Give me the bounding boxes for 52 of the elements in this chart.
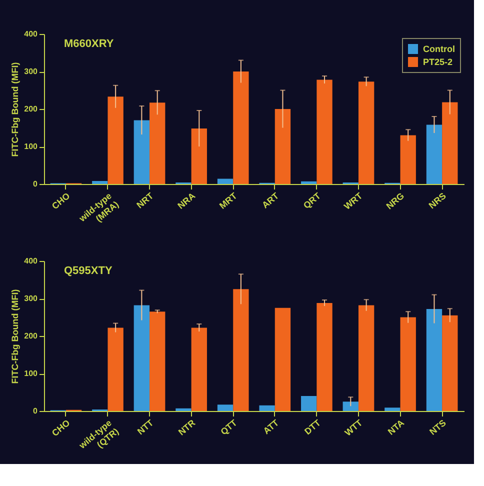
y-axis-title: FITC-Fbg Bound (MFI) — [10, 62, 20, 157]
bar — [301, 396, 317, 411]
x-tick-label: NTA — [386, 417, 406, 437]
bar — [259, 405, 275, 411]
bar — [108, 96, 124, 184]
bar — [217, 404, 234, 411]
bar — [274, 308, 291, 411]
bar — [301, 181, 317, 184]
bar — [150, 102, 166, 184]
chart-title: M660XRY — [64, 38, 114, 50]
bar — [400, 317, 416, 411]
y-tick-label: 0 — [33, 180, 38, 188]
bar — [400, 135, 416, 184]
y-tick-label: 400 — [24, 30, 38, 38]
bar — [134, 305, 150, 411]
bar — [384, 408, 400, 411]
bar — [358, 305, 374, 411]
bar — [108, 328, 124, 411]
x-tick-label: CHO — [50, 418, 72, 438]
y-tick-label: 400 — [24, 256, 38, 266]
bar — [316, 303, 332, 411]
bar — [233, 289, 249, 411]
bar — [426, 309, 442, 411]
y-tick-label: 100 — [24, 142, 38, 151]
legend-label: PT25-2 — [423, 57, 453, 67]
bar — [134, 120, 150, 184]
bar — [358, 82, 374, 184]
bar — [217, 178, 234, 184]
bar — [274, 109, 291, 184]
bar — [191, 328, 207, 411]
bar — [426, 124, 442, 184]
bar — [342, 402, 358, 411]
legend-label: Control — [423, 44, 455, 54]
y-axis-title: FITC-Fbg Bound (MFI) — [10, 289, 20, 384]
bar — [442, 315, 458, 411]
bar — [442, 102, 458, 184]
bar — [150, 312, 166, 411]
bar — [176, 408, 192, 411]
chart-title: Q595XTY — [64, 265, 113, 277]
y-tick-label: 0 — [33, 406, 38, 416]
x-tick-label: CHO — [50, 190, 72, 212]
x-tick-label: NTS — [428, 418, 448, 437]
y-tick-label: 100 — [24, 369, 38, 378]
y-tick-label: 300 — [24, 294, 38, 303]
y-tick-label: 200 — [24, 104, 38, 114]
bar — [191, 128, 207, 184]
bar — [92, 181, 108, 184]
x-tick-label: QTT — [218, 417, 240, 437]
bar — [233, 72, 249, 184]
y-tick-label: 200 — [24, 332, 38, 340]
bar — [316, 80, 332, 184]
y-tick-label: 300 — [24, 67, 38, 76]
